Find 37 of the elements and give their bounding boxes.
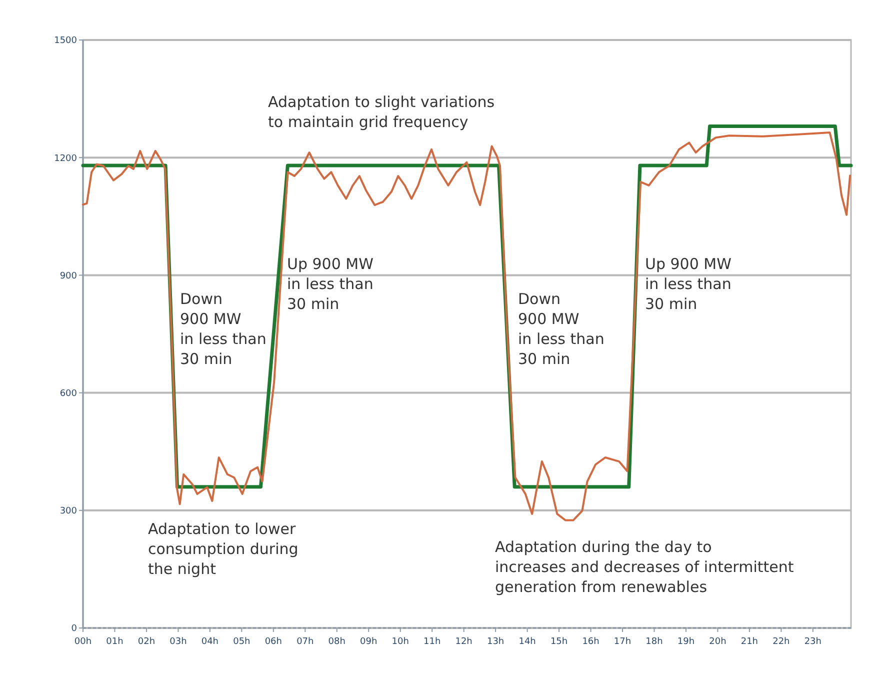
x-tick-label: 08h <box>328 637 346 647</box>
x-tick-label: 01h <box>106 637 124 647</box>
y-tick-label: 0 <box>71 624 78 634</box>
x-tick-label: 15h <box>550 637 568 647</box>
x-tick-label: 20h <box>709 637 726 647</box>
x-tick-label: 21h <box>740 637 758 647</box>
annotation: Down 900 MW in less than 30 min <box>518 290 604 368</box>
y-tick-label: 1500 <box>54 36 78 46</box>
x-tick-label: 02h <box>138 637 156 647</box>
x-tick-label: 04h <box>201 637 219 647</box>
y-tick-label: 300 <box>60 506 78 517</box>
x-tick-label: 11h <box>424 637 441 647</box>
x-tick-label: 05h <box>233 637 250 647</box>
x-tick-label: 00h <box>74 637 92 647</box>
x-tick-label: 16h <box>582 637 600 647</box>
x-tick-label: 17h <box>614 637 632 647</box>
annotation: Adaptation during the day to increases and decreases of intermittent generation from renewables <box>495 538 794 596</box>
x-tick-label: 09h <box>360 637 378 647</box>
y-tick-label: 1200 <box>54 154 78 164</box>
annotation: Up 900 MW in less than 30 min <box>287 255 374 314</box>
y-tick-label: 900 <box>60 271 78 282</box>
y-tick-label: 600 <box>60 388 78 399</box>
x-tick-label: 23h <box>804 637 822 647</box>
x-tick-label: 12h <box>455 637 472 647</box>
annotation: Up 900 MW in less than 30 min <box>645 255 732 314</box>
x-tick-label: 18h <box>646 637 663 647</box>
x-tick-label: 03h <box>170 637 187 647</box>
x-tick-label: 10h <box>392 637 409 647</box>
x-tick-label: 06h <box>264 637 282 647</box>
x-tick-label: 19h <box>677 637 695 647</box>
x-tick-label: 22h <box>772 637 790 647</box>
annotation: Adaptation to slight variations to maintain grid frequency <box>268 93 495 132</box>
x-tick-label: 07h <box>296 637 314 647</box>
annotation: Adaptation to lower consumption during the night <box>148 520 298 578</box>
x-tick-label: 13h <box>486 637 504 647</box>
annotation: Down 900 MW in less than 30 min <box>180 290 266 368</box>
x-tick-label: 14h <box>518 637 536 647</box>
